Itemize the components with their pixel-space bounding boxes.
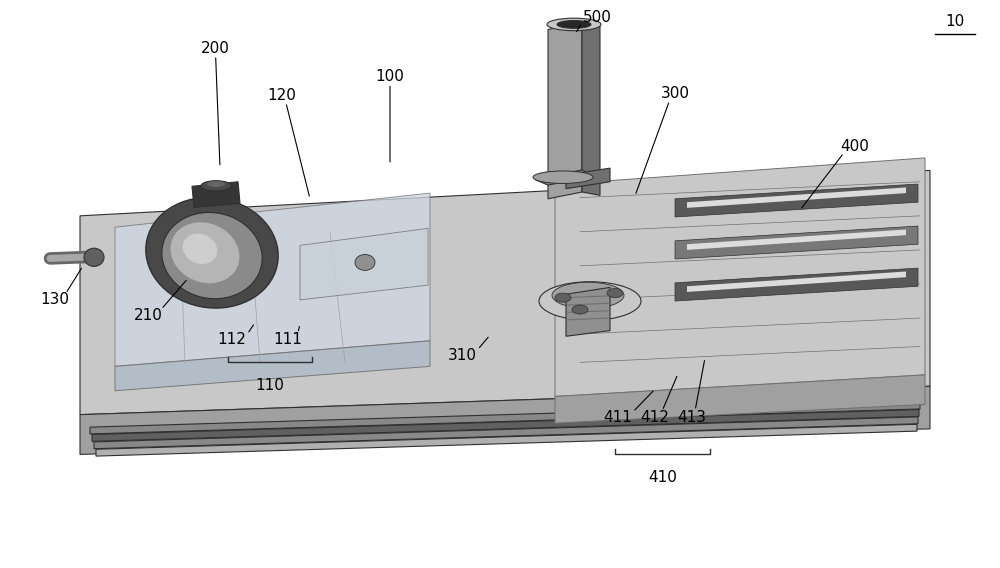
Ellipse shape	[547, 18, 601, 31]
Polygon shape	[675, 226, 918, 259]
Ellipse shape	[533, 171, 593, 183]
Ellipse shape	[355, 254, 375, 270]
Text: 100: 100	[376, 69, 404, 84]
Circle shape	[555, 293, 571, 302]
Circle shape	[607, 289, 623, 298]
Polygon shape	[535, 170, 592, 185]
Text: 400: 400	[841, 139, 869, 154]
Ellipse shape	[207, 181, 225, 187]
Text: 300: 300	[660, 86, 690, 101]
Ellipse shape	[552, 282, 624, 308]
Polygon shape	[115, 193, 430, 366]
Polygon shape	[555, 375, 925, 423]
Polygon shape	[566, 168, 610, 189]
Text: 112: 112	[218, 332, 246, 347]
Text: 120: 120	[268, 88, 296, 103]
Polygon shape	[687, 272, 906, 292]
Circle shape	[572, 305, 588, 314]
Ellipse shape	[539, 282, 641, 320]
Ellipse shape	[84, 248, 104, 266]
Polygon shape	[687, 229, 906, 250]
Ellipse shape	[201, 181, 231, 191]
Polygon shape	[675, 268, 918, 301]
Text: 412: 412	[641, 410, 669, 425]
Text: 111: 111	[274, 332, 302, 347]
Text: 110: 110	[256, 378, 284, 393]
Ellipse shape	[162, 212, 262, 299]
Text: 413: 413	[678, 410, 706, 425]
Text: 500: 500	[583, 10, 611, 24]
Text: 410: 410	[648, 470, 677, 485]
Ellipse shape	[183, 233, 217, 264]
Polygon shape	[90, 402, 920, 434]
Text: 210: 210	[134, 308, 162, 323]
Polygon shape	[687, 187, 906, 208]
Polygon shape	[675, 184, 918, 217]
Ellipse shape	[171, 222, 239, 283]
Text: 310: 310	[448, 348, 477, 362]
Text: 130: 130	[40, 293, 70, 307]
Polygon shape	[192, 182, 240, 207]
Polygon shape	[300, 228, 428, 300]
Ellipse shape	[557, 20, 591, 28]
Text: 411: 411	[604, 410, 632, 425]
Polygon shape	[555, 158, 925, 396]
Ellipse shape	[146, 198, 278, 308]
Text: 10: 10	[945, 14, 965, 29]
Polygon shape	[566, 287, 610, 336]
Polygon shape	[115, 341, 430, 391]
Text: 200: 200	[201, 41, 229, 56]
Polygon shape	[582, 22, 600, 195]
Polygon shape	[94, 417, 918, 449]
Polygon shape	[80, 386, 930, 454]
Polygon shape	[80, 170, 930, 415]
Polygon shape	[96, 424, 917, 456]
Polygon shape	[548, 22, 582, 199]
Polygon shape	[92, 410, 919, 441]
